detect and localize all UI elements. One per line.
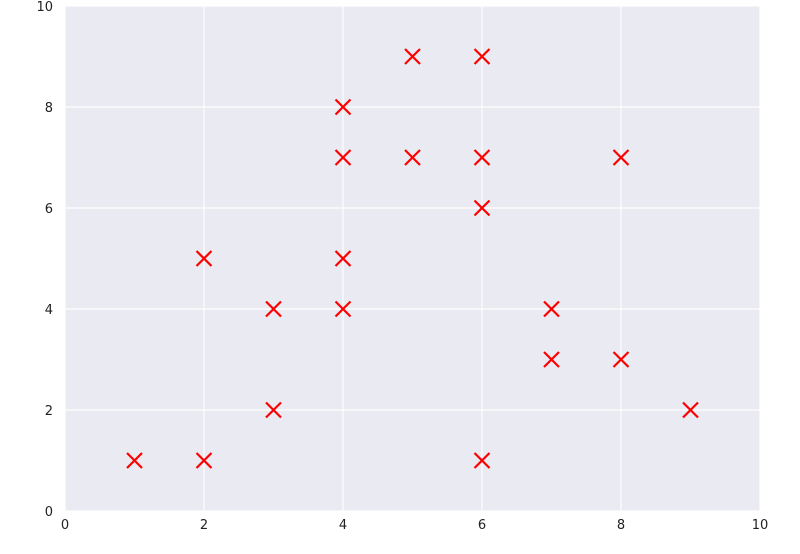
x-tick-label: 4 (339, 518, 347, 533)
data-points (126, 48, 699, 469)
data-point-marker (404, 48, 421, 65)
data-point-marker (612, 149, 630, 166)
data-point-marker (334, 149, 352, 166)
y-axis-tick-labels: 0 2 4 6 8 10 (36, 0, 53, 520)
grid-lines (64, 5, 761, 512)
x-axis-tick-labels: 0 2 4 6 8 10 (61, 518, 768, 533)
data-point-marker (404, 149, 421, 166)
data-point-marker (334, 300, 352, 318)
x-tick-label: 0 (61, 518, 69, 533)
x-tick-label: 2 (200, 518, 208, 533)
x-tick-label: 10 (752, 518, 769, 533)
data-point-marker (473, 149, 491, 166)
y-tick-label: 8 (45, 101, 53, 116)
data-point-marker (543, 300, 560, 318)
data-point-marker (195, 452, 213, 469)
data-point-marker (612, 351, 630, 368)
data-point-marker (334, 98, 352, 116)
data-point-marker (265, 401, 282, 419)
data-point-marker (682, 401, 699, 419)
y-tick-label: 4 (45, 303, 53, 318)
data-point-marker (473, 452, 491, 469)
data-point-marker (195, 250, 213, 267)
plot-area (65, 6, 760, 511)
x-tick-label: 6 (478, 518, 486, 533)
y-tick-label: 0 (45, 505, 53, 520)
data-point-marker (543, 351, 560, 368)
data-point-marker (473, 48, 491, 65)
y-tick-label: 2 (45, 404, 53, 419)
x-tick-label: 8 (617, 518, 625, 533)
data-point-marker (473, 199, 491, 217)
y-tick-label: 10 (36, 0, 53, 15)
data-point-marker (265, 300, 282, 318)
y-tick-label: 6 (45, 202, 53, 217)
data-point-marker (126, 452, 143, 469)
data-point-marker (334, 250, 352, 267)
